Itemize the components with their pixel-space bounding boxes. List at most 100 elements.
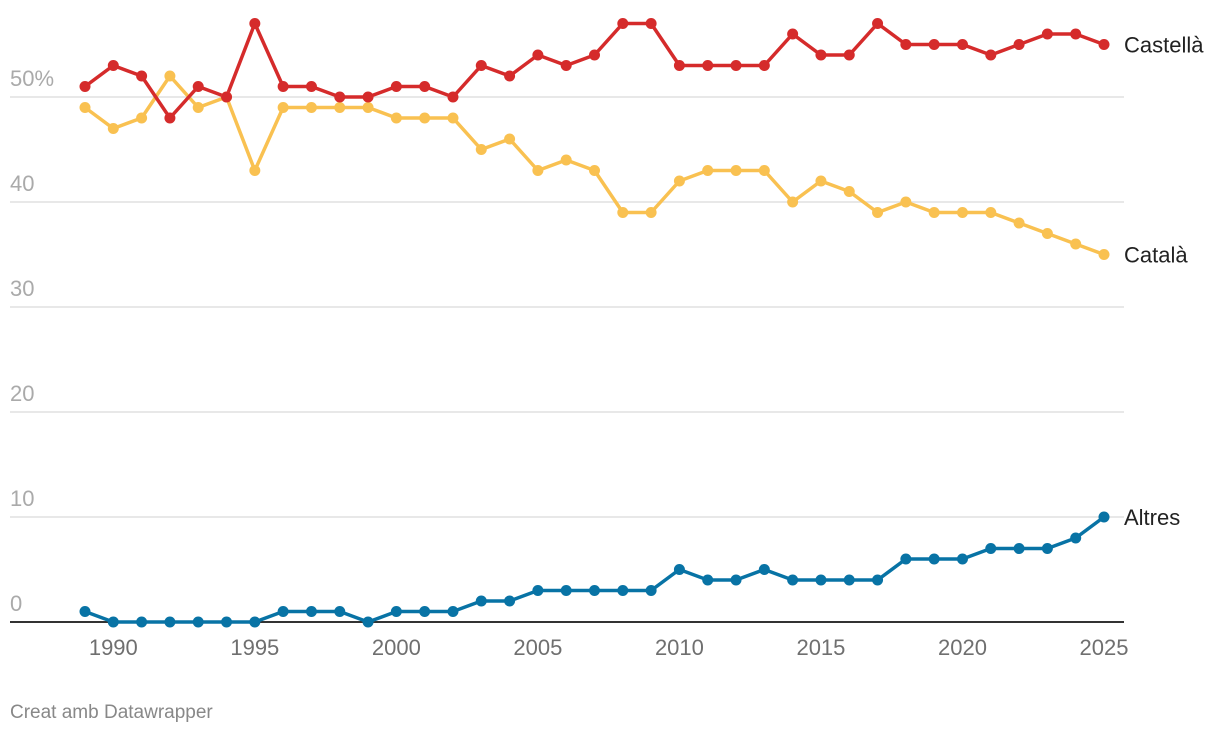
data-point bbox=[1013, 543, 1025, 554]
data-point bbox=[504, 133, 516, 145]
data-point bbox=[673, 564, 685, 575]
data-point bbox=[815, 175, 827, 187]
data-point bbox=[815, 49, 827, 61]
y-tick-label: 20 bbox=[10, 381, 34, 406]
data-point bbox=[843, 49, 855, 61]
data-point bbox=[305, 81, 317, 92]
data-point bbox=[1013, 217, 1025, 229]
data-point bbox=[192, 616, 204, 628]
data-point bbox=[589, 49, 600, 61]
series-end-label: Català bbox=[1124, 243, 1188, 268]
data-point bbox=[730, 165, 742, 176]
data-point bbox=[362, 102, 374, 113]
x-tick-label: 2025 bbox=[1080, 635, 1129, 660]
series-end-label: Castellà bbox=[1124, 33, 1204, 58]
data-point bbox=[1070, 238, 1082, 250]
data-point bbox=[956, 553, 968, 565]
data-point bbox=[673, 60, 685, 71]
data-point bbox=[249, 616, 261, 628]
data-point bbox=[758, 564, 770, 575]
data-point bbox=[532, 165, 544, 176]
data-point bbox=[787, 196, 799, 208]
data-point bbox=[504, 70, 516, 82]
data-point bbox=[928, 39, 940, 50]
data-point bbox=[475, 595, 487, 607]
data-point bbox=[702, 574, 714, 586]
credit-text: Creat amb Datawrapper bbox=[10, 702, 213, 723]
x-axis-ticks: 1990 1995 2000 2005 2010 2015 2020 2025 bbox=[89, 635, 1129, 660]
data-point bbox=[956, 39, 968, 50]
gridlines bbox=[10, 96, 1124, 623]
data-point bbox=[390, 112, 402, 124]
y-tick-label: 50% bbox=[10, 66, 54, 91]
data-point bbox=[673, 175, 685, 187]
data-point bbox=[419, 112, 431, 124]
x-tick-label: 2010 bbox=[655, 635, 704, 660]
data-point bbox=[136, 112, 148, 124]
data-point bbox=[107, 123, 119, 134]
data-point bbox=[872, 18, 884, 29]
data-point bbox=[107, 60, 119, 71]
data-point bbox=[985, 207, 997, 218]
data-point bbox=[447, 91, 459, 103]
data-point bbox=[900, 553, 912, 565]
data-point bbox=[843, 186, 855, 197]
data-point bbox=[447, 606, 459, 617]
data-point bbox=[560, 585, 572, 596]
data-point bbox=[504, 595, 516, 607]
data-point bbox=[815, 574, 827, 586]
data-point bbox=[900, 196, 912, 208]
data-point bbox=[730, 60, 742, 71]
data-point bbox=[79, 81, 91, 92]
data-point bbox=[1041, 228, 1053, 239]
data-point bbox=[730, 574, 742, 586]
y-tick-label: 40 bbox=[10, 171, 34, 196]
data-point bbox=[589, 165, 600, 176]
data-point bbox=[787, 574, 799, 586]
data-point bbox=[334, 91, 346, 103]
data-point bbox=[475, 144, 487, 155]
data-point bbox=[872, 574, 884, 586]
data-point bbox=[277, 102, 289, 113]
series-labels: Castellà Català Altres bbox=[1124, 33, 1204, 531]
series-line-0 bbox=[83, 21, 1106, 120]
x-tick-label: 1995 bbox=[230, 635, 279, 660]
data-point bbox=[1041, 543, 1053, 554]
data-point bbox=[136, 70, 148, 82]
data-point bbox=[560, 154, 572, 166]
line-chart: 0 10 20 30 40 50% 1990 1995 2000 2005 2010 2015 202… bbox=[10, 18, 1204, 660]
data-point bbox=[1070, 28, 1082, 40]
data-point bbox=[192, 81, 204, 92]
data-point bbox=[1098, 511, 1110, 523]
data-point bbox=[589, 585, 600, 596]
data-point bbox=[249, 18, 261, 29]
data-point bbox=[249, 165, 261, 176]
y-tick-label: 0 bbox=[10, 591, 22, 616]
data-point bbox=[645, 207, 657, 218]
data-point bbox=[787, 28, 799, 40]
series-line-2 bbox=[83, 515, 1106, 624]
data-point bbox=[362, 616, 374, 628]
data-point bbox=[334, 606, 346, 617]
data-point bbox=[136, 616, 148, 628]
data-point bbox=[928, 553, 940, 565]
data-point bbox=[419, 606, 431, 617]
data-point bbox=[758, 165, 770, 176]
data-point bbox=[758, 60, 770, 71]
data-point bbox=[334, 102, 346, 113]
data-point bbox=[532, 49, 544, 61]
data-point bbox=[1098, 39, 1110, 50]
data-point bbox=[532, 585, 544, 596]
data-point bbox=[362, 91, 374, 103]
data-point bbox=[872, 207, 884, 218]
x-tick-label: 2015 bbox=[796, 635, 845, 660]
data-point bbox=[645, 585, 657, 596]
data-point bbox=[164, 616, 176, 628]
data-point bbox=[221, 91, 233, 103]
data-point bbox=[1070, 532, 1082, 544]
data-point bbox=[390, 606, 402, 617]
series-lines bbox=[83, 21, 1106, 624]
data-point bbox=[617, 207, 629, 218]
data-point bbox=[843, 574, 855, 586]
y-tick-label: 30 bbox=[10, 276, 34, 301]
